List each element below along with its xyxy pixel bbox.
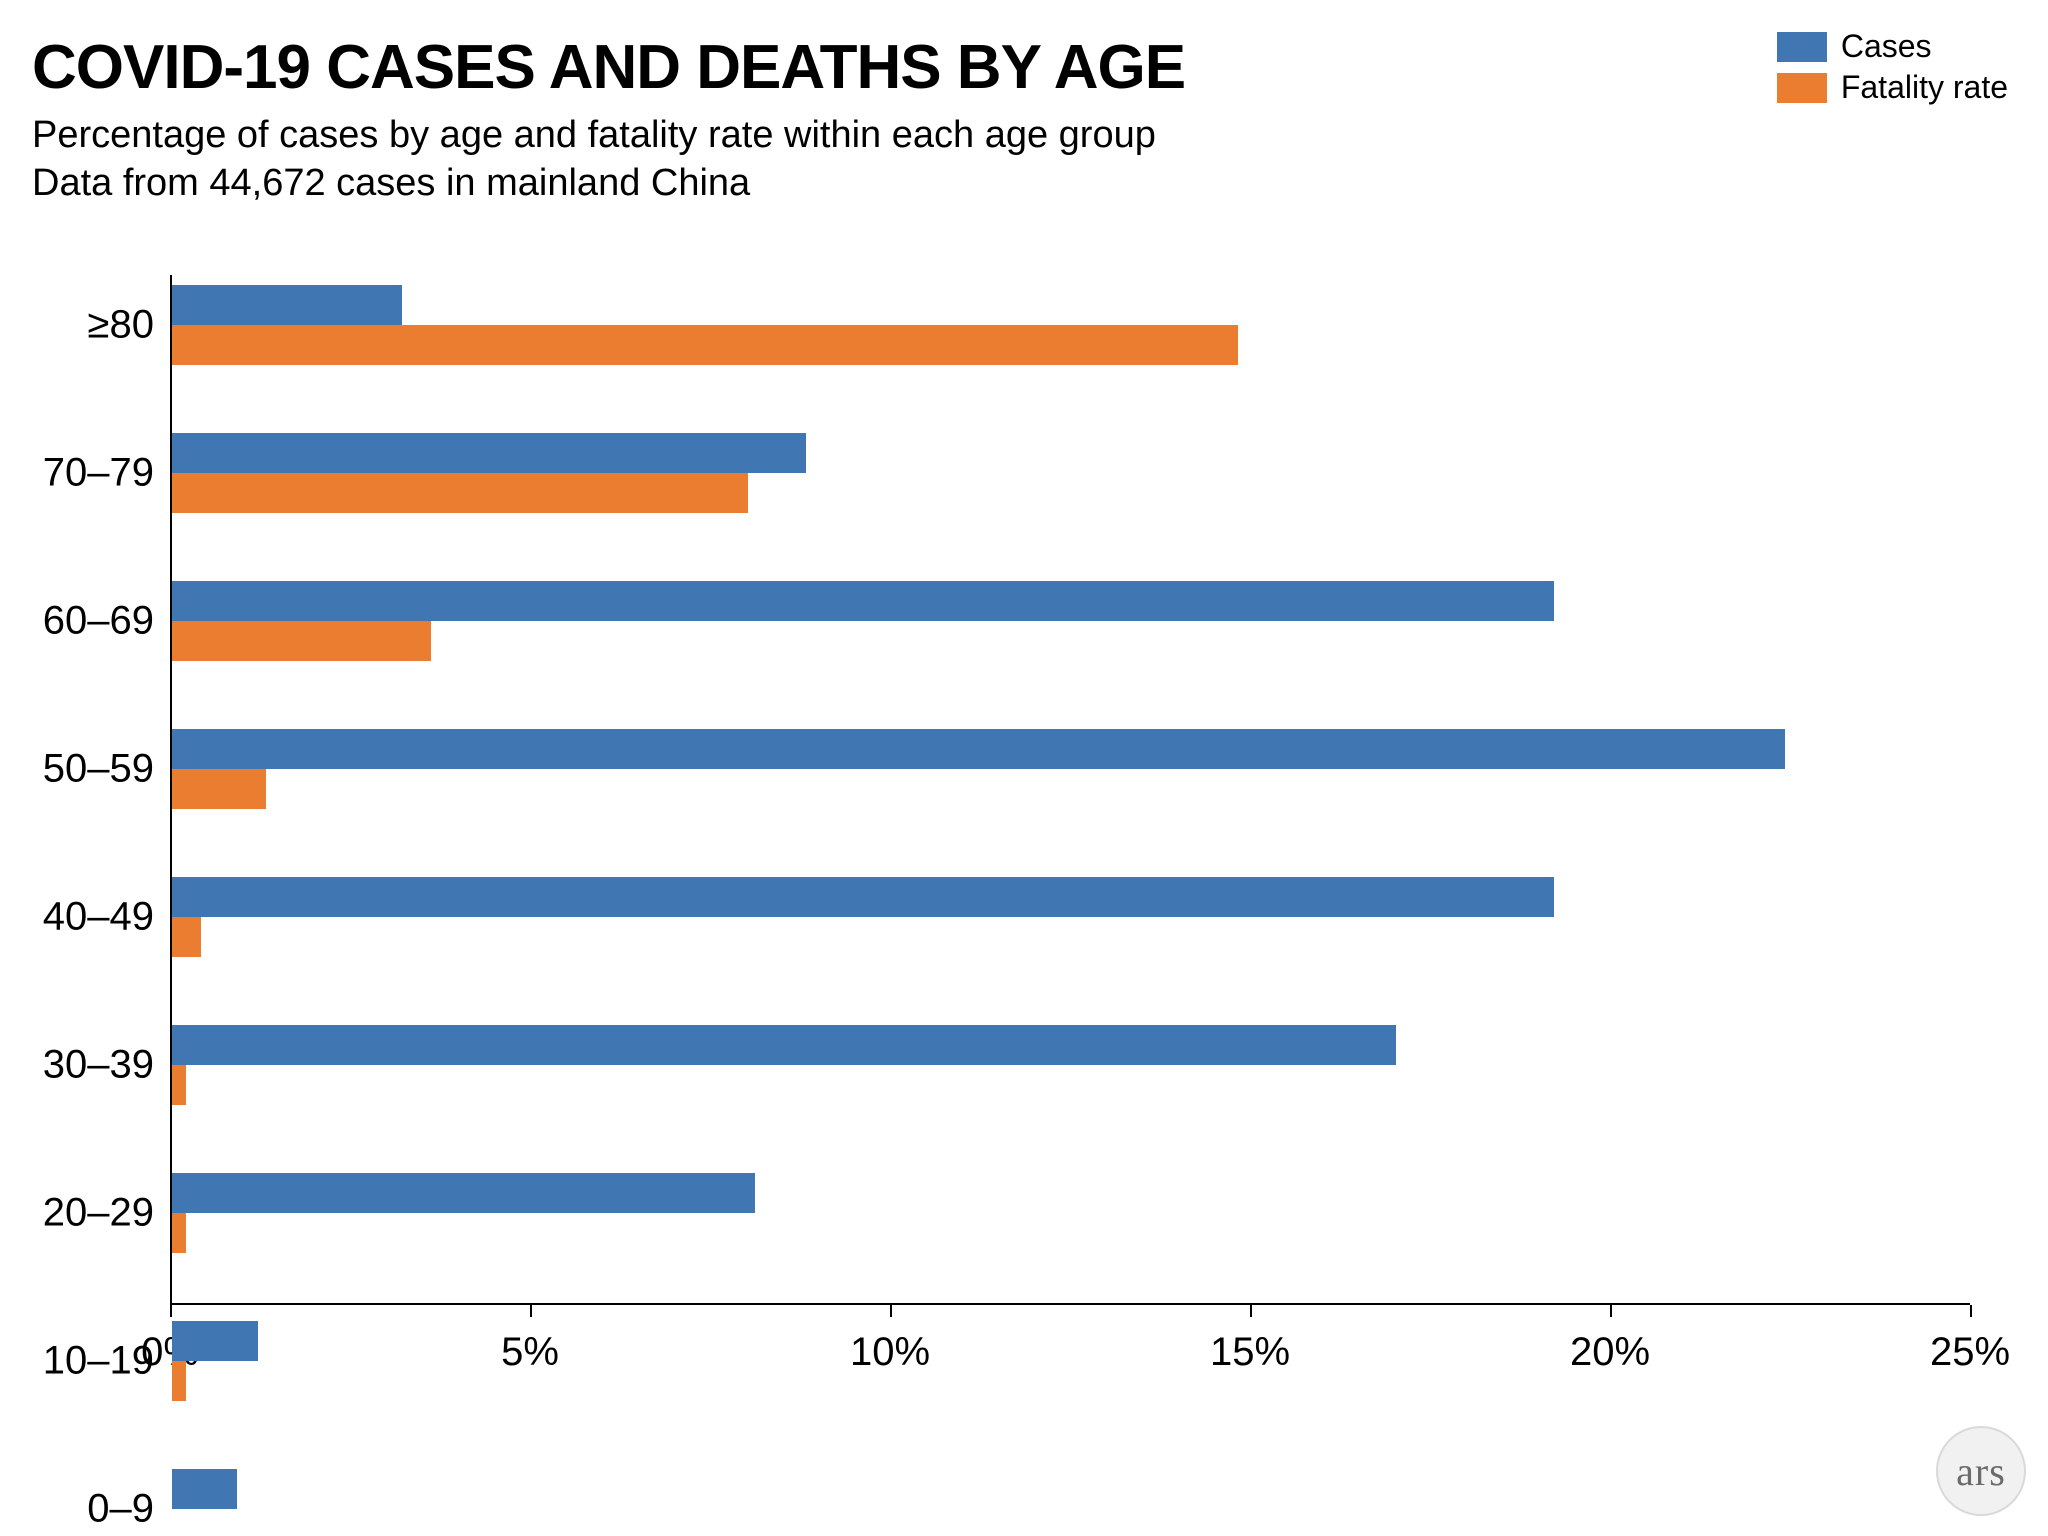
bar-fatality — [172, 1361, 186, 1401]
y-axis-label: 50–59 — [43, 747, 154, 792]
bar-cases — [172, 877, 1554, 917]
legend-item-fatality: Fatality rate — [1777, 69, 2008, 106]
y-axis-label: 30–39 — [43, 1043, 154, 1088]
x-tick-label: 15% — [1210, 1330, 1290, 1375]
y-axis-label: 0–9 — [87, 1487, 154, 1532]
chart-title: COVID-19 CASES AND DEATHS BY AGE — [32, 32, 1185, 103]
bar-cases — [172, 1469, 237, 1509]
y-axis-label: 40–49 — [43, 895, 154, 940]
legend-label-fatality: Fatality rate — [1841, 69, 2008, 106]
bar-cases — [172, 1321, 258, 1361]
x-tick — [890, 1305, 892, 1317]
x-tick — [1250, 1305, 1252, 1317]
y-axis-label: 60–69 — [43, 599, 154, 644]
bar-fatality — [172, 1065, 186, 1105]
bar-fatality — [172, 621, 431, 661]
x-axis — [170, 1303, 1970, 1305]
legend-label-cases: Cases — [1841, 28, 1932, 65]
y-axis-label: ≥80 — [88, 303, 154, 348]
plot-area: 0%5%10%15%20%25%≥8070–7960–6950–5940–493… — [170, 275, 1970, 1305]
x-tick-label: 10% — [850, 1330, 930, 1375]
bar-cases — [172, 433, 806, 473]
bar-fatality — [172, 473, 748, 513]
x-tick — [1610, 1305, 1612, 1317]
y-axis-label: 10–19 — [43, 1339, 154, 1384]
bar-chart: 0%5%10%15%20%25%≥8070–7960–6950–5940–493… — [170, 275, 1970, 1305]
bar-cases — [172, 1025, 1396, 1065]
chart-subtitle: Percentage of cases by age and fatality … — [32, 112, 1156, 207]
bar-cases — [172, 729, 1785, 769]
x-tick — [170, 1305, 172, 1317]
bar-fatality — [172, 325, 1238, 365]
legend-swatch-fatality — [1777, 73, 1827, 103]
subtitle-line-1: Percentage of cases by age and fatality … — [32, 112, 1156, 160]
bar-fatality — [172, 917, 201, 957]
bar-cases — [172, 581, 1554, 621]
x-tick-label: 25% — [1930, 1330, 2010, 1375]
legend-swatch-cases — [1777, 32, 1827, 62]
bar-cases — [172, 285, 402, 325]
legend: Cases Fatality rate — [1777, 28, 2008, 110]
x-tick — [1970, 1305, 1972, 1317]
y-axis-label: 70–79 — [43, 451, 154, 496]
y-axis-label: 20–29 — [43, 1191, 154, 1236]
x-tick-label: 5% — [501, 1330, 559, 1375]
bar-fatality — [172, 769, 266, 809]
bar-fatality — [172, 1213, 186, 1253]
bar-cases — [172, 1173, 755, 1213]
subtitle-line-2: Data from 44,672 cases in mainland China — [32, 160, 1156, 208]
x-tick — [530, 1305, 532, 1317]
ars-logo-text: ars — [1956, 1448, 2006, 1495]
ars-logo: ars — [1936, 1426, 2026, 1516]
legend-item-cases: Cases — [1777, 28, 2008, 65]
x-tick-label: 20% — [1570, 1330, 1650, 1375]
